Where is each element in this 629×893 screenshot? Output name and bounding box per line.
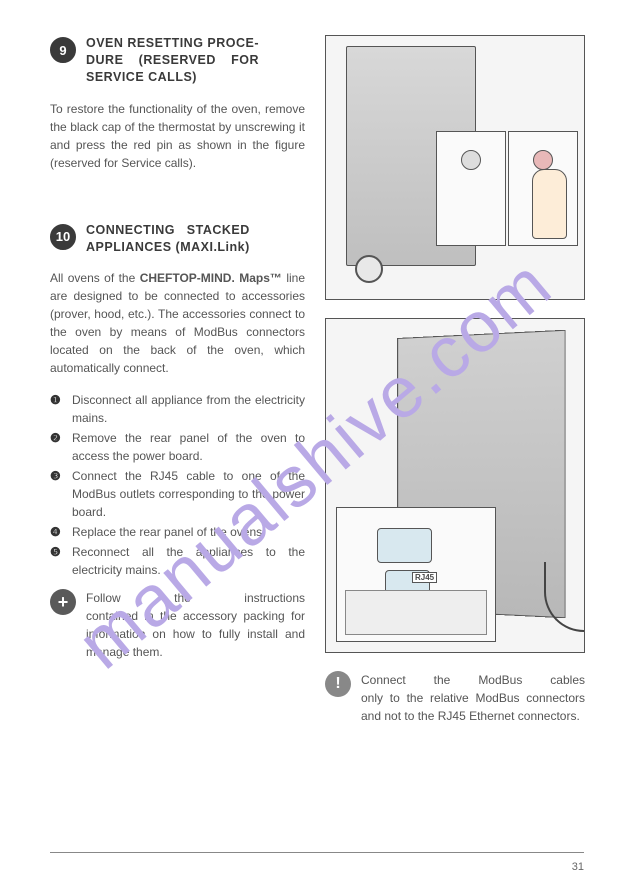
intro-bold2: Maps™ xyxy=(239,271,282,285)
thermostat-cap-icon xyxy=(461,150,481,170)
list-bullet-5: ❺ xyxy=(50,543,64,579)
warning-rest: only to the relative ModBus connectors a… xyxy=(361,691,585,723)
list-bullet-3: ❸ xyxy=(50,467,64,521)
power-board-icon xyxy=(345,590,487,635)
warning-lead: Connect the ModBus cables xyxy=(361,671,585,689)
section-9-header: 9 OVEN RESETTING PROCE- DURE (RESERVED F… xyxy=(50,35,305,86)
note-rest: contained in the accessory packing for i… xyxy=(86,609,305,659)
list-item: ❶ Disconnect all appliance from the elec… xyxy=(50,391,305,427)
list-item: ❸ Connect the RJ45 cable to one of the M… xyxy=(50,467,305,521)
list-item: ❺ Reconnect all the appliances to the el… xyxy=(50,543,305,579)
list-bullet-1: ❶ xyxy=(50,391,64,427)
power-cable-icon xyxy=(544,562,585,632)
section-9-title: OVEN RESETTING PROCE- DURE (RESERVED FOR… xyxy=(86,35,259,86)
hand-icon xyxy=(532,169,567,239)
exclamation-icon: ! xyxy=(325,671,351,697)
section-10-title-line1: CONNECTING STACKED xyxy=(86,223,250,237)
list-item: ❷ Remove the rear panel of the oven to a… xyxy=(50,429,305,465)
intro-post: line are designed to be connected to acc… xyxy=(50,271,305,375)
section-10-title: CONNECTING STACKED APPLIANCES (MAXI.Link… xyxy=(86,222,250,256)
note-lead: Follow the instructions xyxy=(86,589,305,607)
list-bullet-2: ❷ xyxy=(50,429,64,465)
section-9-title-line1: OVEN RESETTING PROCE- xyxy=(86,36,259,50)
intro-pre: All ovens of the xyxy=(50,271,140,285)
inset-press-pin xyxy=(508,131,578,246)
warning-note: ! Connect the ModBus cables only to the … xyxy=(325,671,585,725)
plus-icon: + xyxy=(50,589,76,615)
inset-power-board: RJ45 xyxy=(336,507,496,642)
section-9-title-line3: SERVICE CALLS) xyxy=(86,69,259,86)
page-number: 31 xyxy=(572,861,584,873)
list-text-2: Remove the rear panel of the oven to acc… xyxy=(72,429,305,465)
modbus-connector-icon xyxy=(377,528,432,563)
red-pin-icon xyxy=(533,150,553,170)
section-10-intro: All ovens of the CHEFTOP-MIND. Maps™ lin… xyxy=(50,269,305,377)
list-text-3: Connect the RJ45 cable to one of the Mod… xyxy=(72,467,305,521)
inset-cap-removed xyxy=(436,131,506,246)
figure-modbus-connection: RJ45 xyxy=(325,318,585,653)
section-10-header: 10 CONNECTING STACKED APPLIANCES (MAXI.L… xyxy=(50,222,305,256)
plus-note: + Follow the instructions contained in t… xyxy=(50,589,305,661)
rj45-label: RJ45 xyxy=(412,572,437,583)
section-10-title-line2: APPLIANCES (MAXI.Link) xyxy=(86,239,250,256)
list-bullet-4: ❹ xyxy=(50,523,64,541)
section-9-title-line2: DURE (RESERVED FOR xyxy=(86,53,259,67)
list-item: ❹ Replace the rear panel of the ovens. xyxy=(50,523,305,541)
list-text-1: Disconnect all appliance from the electr… xyxy=(72,391,305,427)
section-9-number-badge: 9 xyxy=(50,37,76,63)
figure-thermostat-reset xyxy=(325,35,585,300)
intro-bold1: CHEFTOP-MIND. xyxy=(140,271,235,285)
list-text-4: Replace the rear panel of the ovens. xyxy=(72,523,305,541)
section-9-body: To restore the functionality of the oven… xyxy=(50,100,305,172)
list-text-5: Reconnect all the appliances to the elec… xyxy=(72,543,305,579)
footer-divider xyxy=(50,852,584,853)
section-10-number-badge: 10 xyxy=(50,224,76,250)
